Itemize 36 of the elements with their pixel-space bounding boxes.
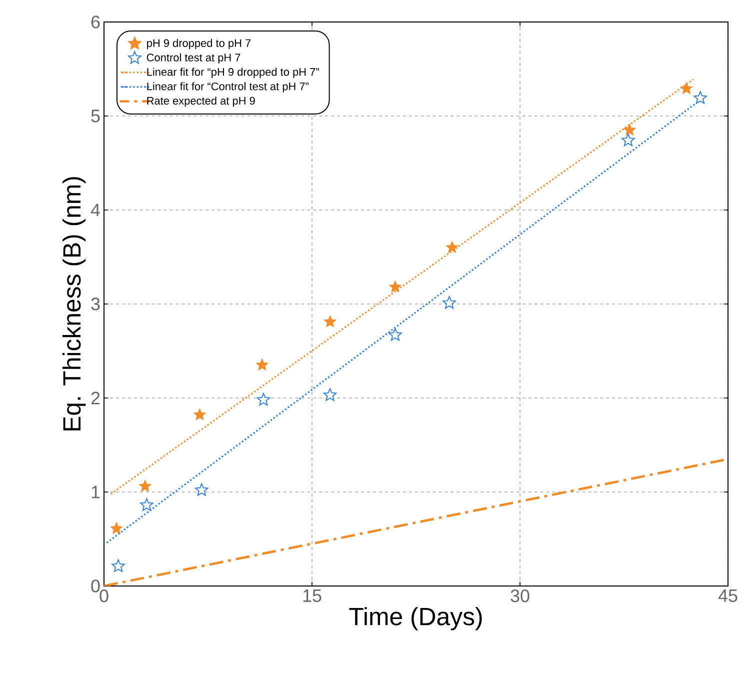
point xyxy=(694,91,707,104)
point xyxy=(110,522,123,534)
x-tick-label: 30 xyxy=(510,590,530,602)
point xyxy=(623,123,636,136)
point xyxy=(388,280,402,293)
y-tick-label: 3 xyxy=(91,298,100,310)
point xyxy=(112,559,125,572)
point xyxy=(324,315,336,328)
point xyxy=(256,358,268,371)
y-tick-label: 4 xyxy=(90,204,100,216)
point xyxy=(194,483,208,496)
y-tick-label: 6 xyxy=(91,16,100,28)
point xyxy=(680,82,693,94)
y-axis-title: Eq. Thickness (B) (nm) xyxy=(62,177,86,430)
y-tick-label: 2 xyxy=(91,392,100,404)
y-tick-label: 1 xyxy=(92,486,100,498)
legend-label: Linear fit for “pH 9 dropped to pH 7” xyxy=(147,68,319,78)
point xyxy=(138,480,152,492)
point xyxy=(388,328,402,341)
point xyxy=(442,296,456,309)
legend-label: Control test at pH 7 xyxy=(146,53,240,64)
y-tick-label: 5 xyxy=(91,110,100,122)
point xyxy=(446,240,458,254)
y-tick-label: 0 xyxy=(91,580,100,592)
point xyxy=(256,392,270,406)
x-tick-label: 0 xyxy=(100,590,108,602)
legend-label: Linear fit for “Control test at pH 7” xyxy=(147,82,309,92)
x-tick-label: 45 xyxy=(718,590,738,602)
point xyxy=(140,498,154,511)
point xyxy=(193,408,206,420)
point xyxy=(323,388,337,401)
legend-label: Rate expected at pH 9 xyxy=(147,96,255,107)
x-tick-label: 15 xyxy=(303,590,322,602)
point xyxy=(622,133,635,146)
legend-label: pH 9 dropped to pH 7 xyxy=(147,38,251,50)
x-axis-title: Time (Days) xyxy=(349,607,482,630)
